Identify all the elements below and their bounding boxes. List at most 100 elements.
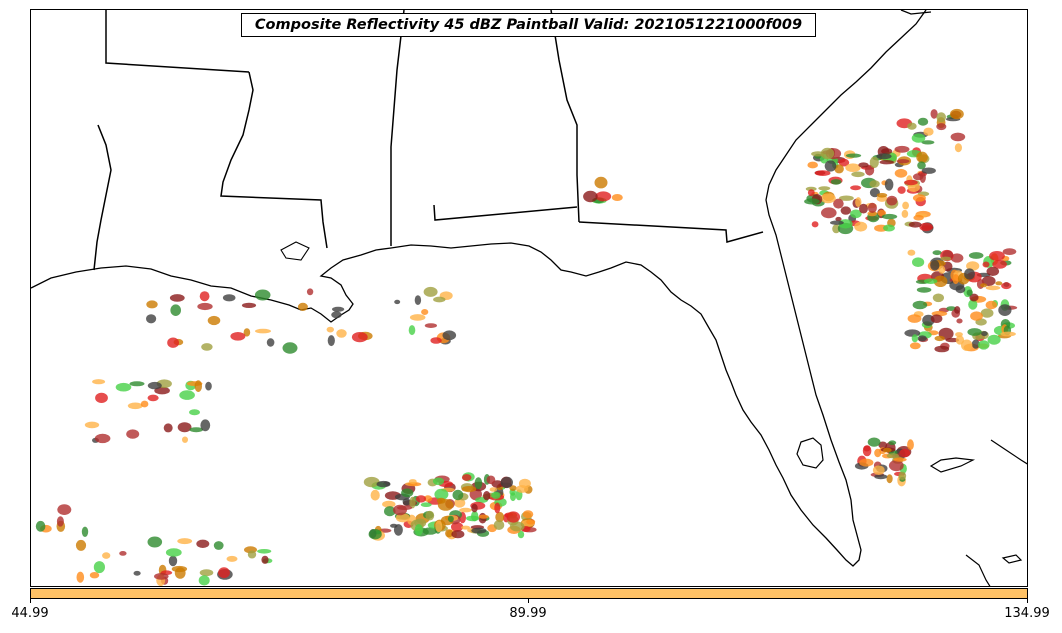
reflectivity-cell [167, 337, 180, 348]
reflectivity-cell [907, 249, 916, 256]
reflectivity-cell [876, 153, 892, 160]
border-ms-al [390, 10, 405, 246]
reflectivity-cell [81, 526, 89, 537]
reflectivity-cell [934, 345, 950, 353]
reflectivity-cell [820, 147, 835, 160]
reflectivity-cell [980, 283, 988, 288]
reflectivity-cell [434, 488, 449, 500]
border-al-fl [433, 204, 578, 221]
reflectivity-cell [859, 203, 868, 214]
reflectivity-cell [205, 381, 212, 391]
reflectivity-cell [834, 164, 844, 174]
reflectivity-cell [370, 489, 380, 501]
reflectivity-cell [526, 519, 536, 525]
reflectivity-cell [95, 392, 108, 403]
florida-keys [965, 554, 991, 586]
reflectivity-cell [282, 342, 298, 354]
reflectivity-cell [423, 286, 438, 297]
reflectivity-cell [454, 498, 466, 508]
reflectivity-cell [886, 195, 898, 206]
reflectivity-cell [912, 194, 926, 202]
reflectivity-cell [430, 337, 442, 344]
reflectivity-cell [493, 520, 505, 530]
reflectivity-cell [197, 302, 213, 311]
reflectivity-cell [326, 326, 334, 333]
reflectivity-cell [147, 536, 163, 548]
reflectivity-cell [56, 516, 64, 527]
reflectivity-cell [247, 550, 257, 559]
reflectivity-cell [930, 109, 938, 119]
reflectivity-cell [872, 465, 885, 476]
reflectivity-cell [883, 224, 895, 232]
reflectivity-cell [818, 186, 831, 191]
reflectivity-cell [241, 302, 257, 308]
reflectivity-cell [154, 573, 169, 580]
reflectivity-cell [833, 198, 844, 209]
reflectivity-cell [850, 209, 862, 219]
reflectivity-cell [397, 505, 413, 510]
reflectivity-cell [102, 552, 111, 559]
reflectivity-cell [420, 502, 432, 508]
reflectivity-cell [981, 276, 996, 286]
reflectivity-cell [917, 117, 929, 126]
reflectivity-cell [912, 300, 928, 310]
reflectivity-cell [414, 524, 423, 536]
reflectivity-cell [230, 332, 246, 341]
reflectivity-cell [390, 523, 398, 528]
reflectivity-cell [859, 458, 874, 467]
reflectivity-cell [226, 555, 238, 562]
colorbar-label-max: 134.99 [1004, 606, 1050, 621]
reflectivity-cell [824, 160, 837, 172]
reflectivity-cell [115, 382, 132, 392]
paintball-cells [35, 108, 1018, 586]
reflectivity-cell [985, 300, 997, 310]
reflectivity-cell [921, 167, 936, 174]
reflectivity-cell [921, 140, 935, 145]
reflectivity-cell [982, 261, 990, 268]
reflectivity-cell [867, 202, 877, 213]
reflectivity-cell [893, 457, 907, 462]
reflectivity-cell [933, 275, 948, 287]
reflectivity-cell [447, 515, 454, 523]
reflectivity-cell [954, 306, 961, 314]
reflectivity-cell [146, 314, 157, 324]
reflectivity-cell [940, 256, 952, 261]
reflectivity-cell [966, 289, 973, 296]
reflectivity-cell [969, 293, 979, 302]
reflectivity-cell [901, 209, 909, 218]
bahamas-island [929, 457, 976, 473]
reflectivity-cell [424, 323, 437, 328]
reflectivity-cell [199, 569, 214, 577]
reflectivity-cell [924, 278, 938, 285]
reflectivity-cell [170, 304, 181, 317]
reflectivity-cell [222, 294, 236, 302]
reflectivity-cell [140, 400, 149, 408]
reflectivity-cell [869, 156, 879, 168]
reflectivity-cell [938, 265, 946, 274]
river-delta [280, 241, 310, 261]
reflectivity-cell [491, 491, 501, 499]
border-ga-fl [578, 221, 764, 243]
reflectivity-cell [985, 285, 1001, 291]
reflectivity-cell [478, 514, 489, 519]
reflectivity-cell [862, 445, 872, 457]
reflectivity-cell [595, 191, 612, 202]
reflectivity-cell [196, 539, 210, 548]
reflectivity-cell [814, 170, 831, 177]
reflectivity-cell [254, 289, 271, 301]
reflectivity-cell [486, 475, 496, 485]
reflectivity-cell [881, 213, 898, 220]
reflectivity-cell [854, 221, 868, 232]
reflectivity-cell [955, 335, 965, 345]
reflectivity-cell [94, 433, 111, 444]
reflectivity-cell [883, 447, 892, 453]
reflectivity-cell [401, 488, 414, 498]
border-al-ga [550, 10, 580, 223]
reflectivity-cell [987, 334, 1001, 345]
reflectivity-cell [807, 161, 818, 169]
reflectivity-cell [909, 342, 921, 350]
reflectivity-cell [133, 570, 141, 576]
reflectivity-cell [950, 132, 966, 142]
reflectivity-cell [461, 474, 472, 481]
reflectivity-cell [147, 394, 159, 402]
